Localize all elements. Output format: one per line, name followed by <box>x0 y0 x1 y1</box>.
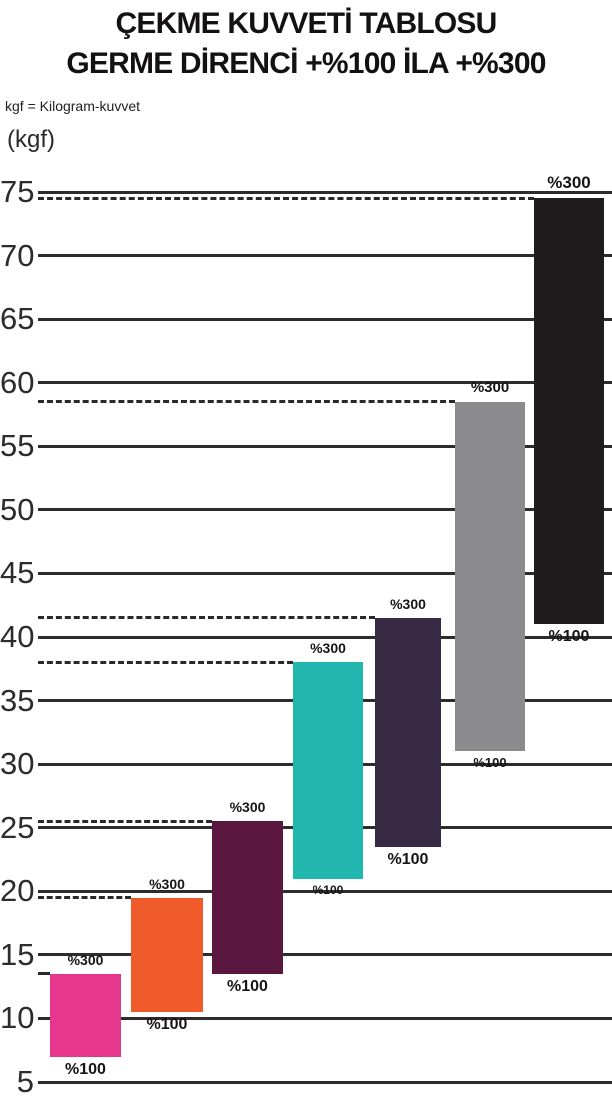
gridline-55 <box>38 444 612 448</box>
chart-title-line1: ÇEKME KUVVETİ TABLOSU <box>115 7 498 40</box>
gridline-75 <box>38 190 612 194</box>
y-tick-label-65: 65 <box>0 301 35 337</box>
y-tick-label-5: 5 <box>16 1064 34 1098</box>
gridline-20 <box>38 889 612 893</box>
gridline-60 <box>38 381 612 385</box>
bar-2-orange <box>131 897 203 1013</box>
y-tick-label-45: 45 <box>0 555 35 591</box>
bar-4-teal-high-label: %300 <box>310 640 346 657</box>
gridline-5 <box>38 1080 612 1084</box>
bar-5-dark-purple-low-label: %100 <box>387 850 429 868</box>
bar-6-gray-low-label: %100 <box>473 755 507 771</box>
y-tick-label-30: 30 <box>0 746 35 782</box>
gridline-40 <box>38 635 612 639</box>
chart-title-line2: GERME DİRENCİ +%100 İLA +%300 <box>66 47 546 80</box>
bar-4-teal <box>293 662 363 879</box>
chart-title: ÇEKME KUVVETİ TABLOSU GERME DİRENCİ +%10… <box>0 4 612 84</box>
y-tick-label-40: 40 <box>0 619 35 654</box>
unit-definition-note: kgf = Kilogram-kuvvet <box>5 98 140 114</box>
dashed-guide-bar-2-orange <box>38 896 131 900</box>
y-tick-label-70: 70 <box>0 237 35 273</box>
gridline-45 <box>38 571 612 575</box>
bar-4-teal-low-label: %100 <box>312 882 344 897</box>
bar-3-plum-low-label: %100 <box>227 977 268 995</box>
dashed-guide-bar-5-dark-purple <box>38 616 375 620</box>
bar-3-plum <box>212 821 283 974</box>
dashed-guide-bar-7-black <box>38 196 534 200</box>
gridline-65 <box>38 317 612 321</box>
gridline-15 <box>38 953 612 957</box>
bar-3-plum-high-label: %300 <box>229 799 266 816</box>
y-tick-label-60: 60 <box>0 364 35 400</box>
dashed-guide-bar-4-teal <box>38 660 293 664</box>
dashed-guide-bar-1-pink <box>38 972 50 976</box>
bar-6-gray-high-label: %300 <box>470 378 510 396</box>
y-tick-label-20: 20 <box>0 873 35 909</box>
bar-1-pink <box>50 973 121 1057</box>
bar-7-black <box>534 198 604 625</box>
bar-5-dark-purple-high-label: %300 <box>390 595 426 612</box>
y-tick-label-35: 35 <box>0 682 35 718</box>
bar-7-black-high-label: %300 <box>547 173 591 193</box>
bar-1-pink-low-label: %100 <box>65 1060 106 1078</box>
bar-5-dark-purple <box>375 617 441 847</box>
bar-1-pink-high-label: %300 <box>67 951 104 968</box>
y-tick-label-50: 50 <box>0 491 35 527</box>
y-tick-label-25: 25 <box>0 809 35 845</box>
dashed-guide-bar-3-plum <box>38 819 212 823</box>
bar-7-black-low-label: %100 <box>548 628 590 646</box>
y-axis-unit-label: (kgf) <box>7 126 55 153</box>
y-tick-label-15: 15 <box>0 936 35 972</box>
gridline-50 <box>38 508 612 512</box>
y-tick-label-10: 10 <box>0 1000 35 1036</box>
gridline-70 <box>38 254 612 258</box>
bar-2-orange-low-label: %100 <box>146 1016 188 1034</box>
bar-2-orange-high-label: %300 <box>149 875 185 892</box>
bar-6-gray <box>455 401 525 752</box>
y-tick-label-55: 55 <box>0 428 35 464</box>
dashed-guide-bar-6-gray <box>38 400 455 404</box>
gridline-10 <box>38 1016 612 1020</box>
y-tick-label-75: 75 <box>0 174 35 209</box>
